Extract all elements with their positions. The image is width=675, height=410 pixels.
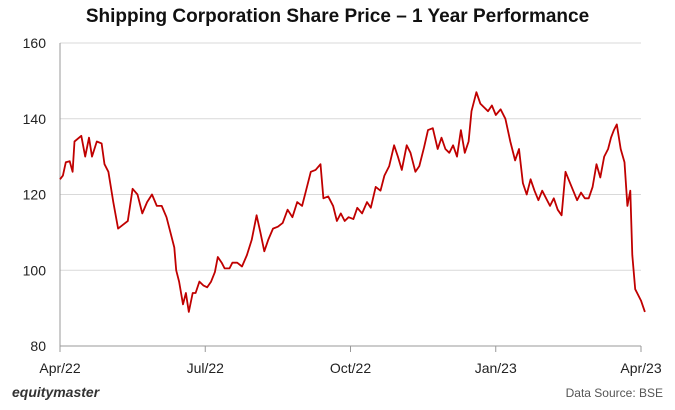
series-line-price — [59, 91, 646, 313]
y-tick-label: 100 — [23, 262, 47, 278]
y-tick-label: 140 — [23, 111, 47, 127]
brand-logo: equitymaster — [12, 384, 100, 400]
label-layer: 80 100 120 140 160 Apr/22 Jul/22 Oct/22 Jan/23 Ap… — [23, 35, 662, 376]
grid-layer — [60, 42, 641, 347]
data-source-note: Data Source: BSE — [565, 386, 663, 400]
chart-title: Shipping Corporation Share Price – 1 Yea… — [85, 6, 590, 27]
x-tick-label: Apr/23 — [620, 360, 661, 376]
line-layer — [59, 91, 646, 313]
x-tick-label: Jan/23 — [475, 360, 517, 376]
x-tick-label: Jul/22 — [187, 360, 225, 376]
y-tick-label: 80 — [30, 338, 46, 354]
axis-layer — [59, 43, 642, 352]
y-tick-label: 120 — [23, 187, 47, 203]
x-tick-label: Apr/22 — [39, 360, 80, 376]
x-tick-label: Oct/22 — [330, 360, 371, 376]
y-tick-label: 160 — [23, 35, 47, 51]
